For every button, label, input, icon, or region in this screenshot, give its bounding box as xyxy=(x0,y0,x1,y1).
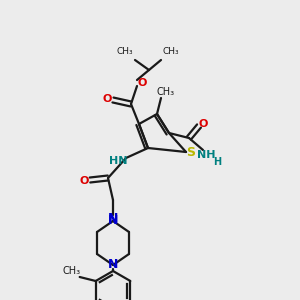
Text: N: N xyxy=(108,212,118,224)
Text: NH: NH xyxy=(197,150,215,160)
Text: N: N xyxy=(108,259,118,272)
Text: HN: HN xyxy=(109,156,127,166)
Text: CH₃: CH₃ xyxy=(63,266,81,276)
Text: N: N xyxy=(108,214,118,227)
Text: S: S xyxy=(187,146,196,160)
Text: H: H xyxy=(213,157,221,167)
Text: O: O xyxy=(102,94,112,104)
Text: CH₃: CH₃ xyxy=(117,47,133,56)
Text: CH₃: CH₃ xyxy=(157,87,175,97)
Text: CH₃: CH₃ xyxy=(163,47,179,56)
Text: O: O xyxy=(79,176,89,186)
Text: O: O xyxy=(137,78,147,88)
Text: O: O xyxy=(198,119,208,129)
